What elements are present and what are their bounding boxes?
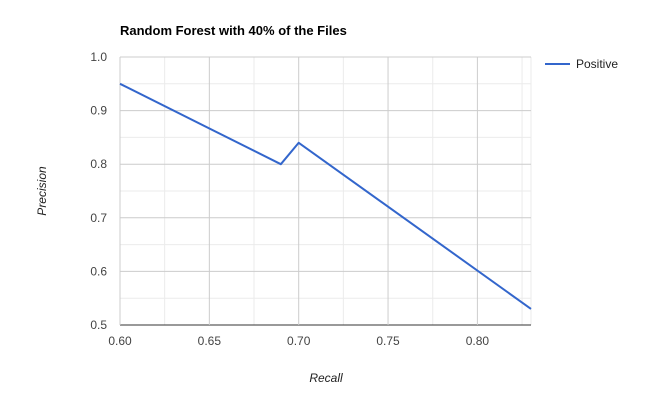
x-tick-label: 0.80 [466,334,490,348]
y-axis-ticks: 0.5 0.6 0.7 0.8 0.9 1.0 [90,50,107,332]
x-tick-label: 0.60 [108,334,132,348]
y-axis-title: Precision [35,166,49,216]
legend[interactable]: Positive [545,57,618,71]
y-tick-label: 0.9 [90,104,107,118]
y-tick-label: 0.8 [90,157,107,171]
x-axis-title: Recall [309,371,343,385]
chart-title: Random Forest with 40% of the Files [120,23,347,38]
series-layer [119,82,532,310]
y-tick-label: 0.7 [90,211,107,225]
y-tick-label: 0.6 [90,264,107,278]
x-tick-label: 0.65 [198,334,222,348]
minor-gridlines [120,57,532,325]
x-axis-ticks: 0.60 0.65 0.70 0.75 0.80 [108,334,489,348]
y-tick-label: 1.0 [90,50,107,64]
x-tick-label: 0.70 [287,334,311,348]
major-gridlines [119,56,531,326]
series-line-positive[interactable] [119,82,532,310]
x-tick-label: 0.75 [376,334,400,348]
y-tick-label: 0.5 [90,318,107,332]
legend-label-positive: Positive [576,57,618,71]
